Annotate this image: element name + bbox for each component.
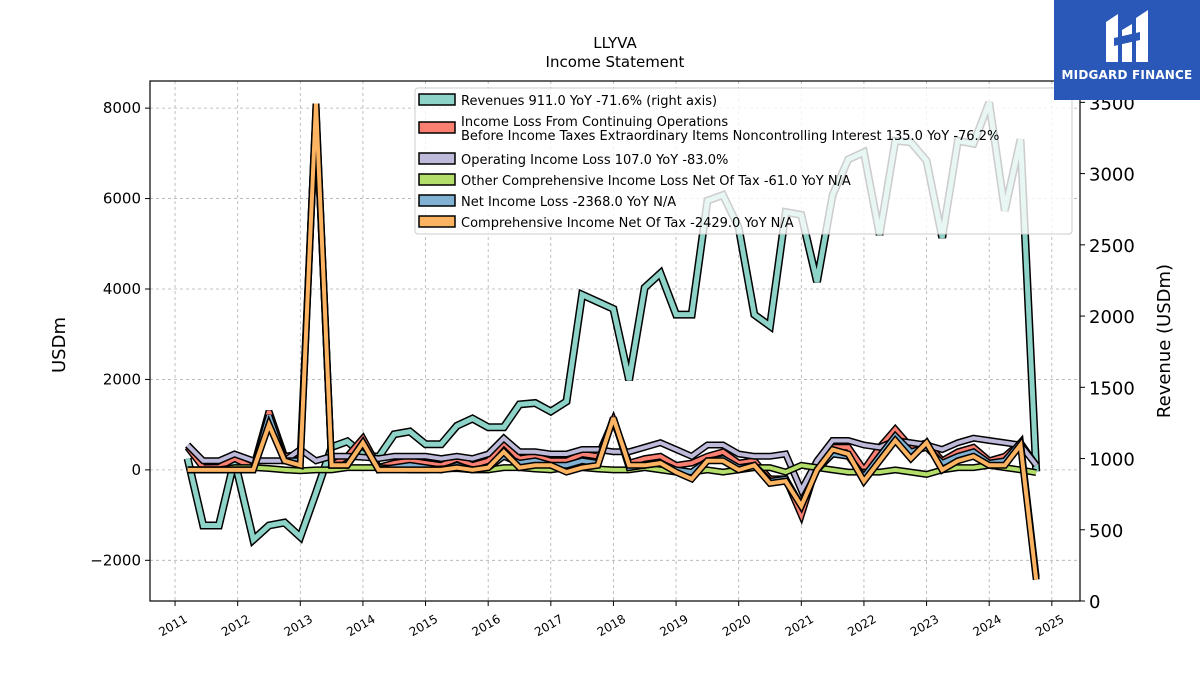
y2-tick-label: 500 — [1089, 521, 1123, 542]
series-lines — [183, 100, 1041, 581]
y2-tick-label: 2500 — [1089, 236, 1135, 257]
chart-title: LLYVA — [593, 34, 637, 52]
series-stroke — [187, 463, 1037, 477]
legend-label: Net Income Loss -2368.0 YoY N/A — [461, 195, 676, 210]
legend-label: Operating Income Loss 107.0 YoY -83.0% — [461, 153, 728, 168]
y-tick-label: 2000 — [103, 370, 141, 388]
legend-label: Revenues 911.0 YoY -71.6% (right axis) — [461, 94, 717, 109]
x-tick-label: 2014 — [344, 612, 377, 639]
y2-tick-label: 1000 — [1089, 450, 1135, 471]
y2-tick-label: 1500 — [1089, 378, 1135, 399]
y-tick-label: 6000 — [103, 190, 141, 208]
x-tick-label: 2024 — [970, 612, 1003, 639]
legend-swatch — [418, 173, 456, 186]
legend-swatch — [418, 194, 456, 207]
y-tick-label: 0 — [131, 461, 141, 479]
legend-label: Other Comprehensive Income Loss Net Of T… — [461, 174, 851, 189]
y-tick-label: 8000 — [103, 99, 141, 117]
x-tick-label: 2013 — [282, 612, 315, 639]
y2-axis-label: Revenue (USDm) — [1154, 264, 1175, 418]
legend: Revenues 911.0 YoY -71.6% (right axis) In… — [414, 87, 1073, 235]
legend-label: Income Loss From Continuing Operations Be… — [461, 115, 999, 144]
x-tick-label: 2023 — [908, 612, 941, 639]
legend-label-line: Income Loss From Continuing Operations — [461, 115, 728, 130]
legend-swatch — [418, 152, 456, 165]
plot-frame — [149, 80, 1081, 602]
x-tick-label: 2022 — [845, 612, 878, 639]
x-tick-label: 2020 — [720, 612, 753, 639]
legend-swatch — [418, 215, 456, 228]
x-tick-label: 2016 — [469, 612, 502, 639]
legend-swatch — [418, 121, 456, 134]
series-stroke — [187, 103, 1039, 580]
y-tick-label: 4000 — [103, 280, 141, 298]
legend-box — [414, 87, 1073, 235]
y2-tick-label: 2000 — [1089, 307, 1135, 328]
y2-tick-label: 3000 — [1089, 165, 1135, 186]
legend-label: Comprehensive Income Net Of Tax -2429.0 … — [461, 216, 794, 231]
logo-mark-icon — [1106, 10, 1148, 62]
y2-tick-label: 0 — [1089, 592, 1100, 613]
y-axis-label: USDm — [49, 317, 70, 373]
x-tick-label: 2025 — [1033, 612, 1066, 639]
x-tick-label: 2019 — [657, 612, 690, 639]
x-tick-label: 2012 — [219, 612, 252, 639]
brand-logo: MIDGARD FINANCE — [1054, 0, 1200, 100]
x-tick-label: 2018 — [595, 612, 628, 639]
chart-subtitle: Income Statement — [546, 53, 685, 71]
x-tick-label: 2011 — [156, 612, 189, 639]
x-tick-label: 2015 — [407, 612, 440, 639]
legend-swatch — [418, 93, 456, 106]
series-line — [187, 461, 1037, 478]
logo-text: MIDGARD FINANCE — [1061, 68, 1193, 82]
y-tick-label: −2000 — [90, 551, 141, 569]
x-tick-label: 2021 — [783, 612, 816, 639]
x-tick-label: 2017 — [532, 612, 565, 639]
legend-label-line: Before Income Taxes Extraordinary Items … — [461, 129, 999, 144]
series-line — [187, 103, 1040, 581]
